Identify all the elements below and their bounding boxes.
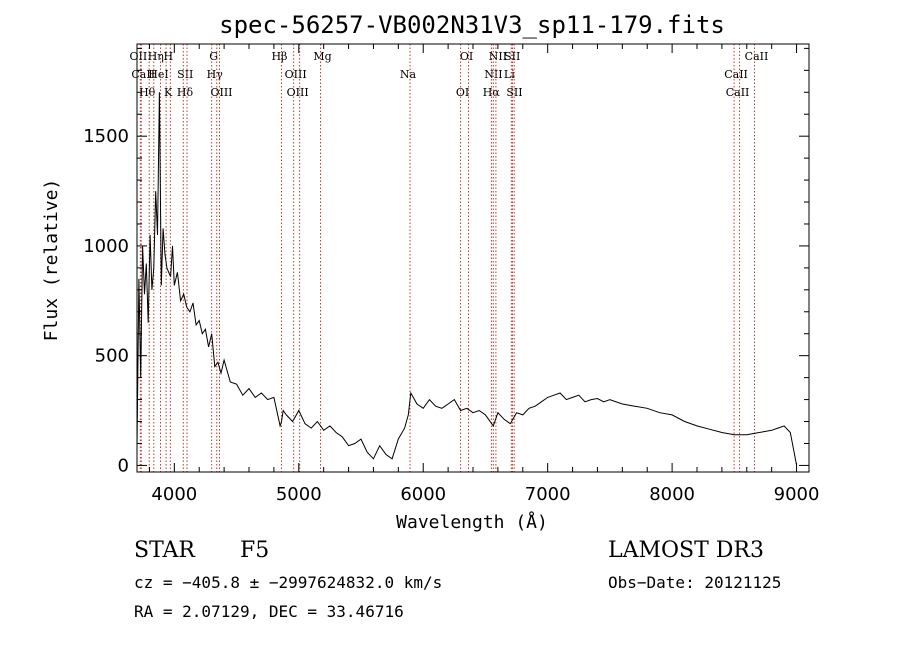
spectral-line-label: CaII [724, 68, 748, 81]
x-tick-label: 5000 [276, 484, 322, 505]
spectral-line-label: NII [489, 50, 507, 63]
y-tick-label: 0 [118, 455, 129, 476]
spectral-line-label: H [164, 50, 174, 63]
flux-line [136, 92, 798, 466]
spectral-line-label: CaII [745, 50, 769, 63]
spectral-line-label: OIII [210, 86, 232, 99]
y-tick-label: 500 [95, 346, 129, 367]
x-tick-label: 7000 [525, 484, 571, 505]
spectral-line-label: Na [400, 68, 417, 81]
spectral-line-label: Hδ [177, 86, 194, 99]
y-tick-label: 1500 [83, 126, 129, 147]
x-tick-label: 4000 [151, 484, 197, 505]
redshift-readout: cz = −405.8 ± −2997624832.0 km/s [134, 573, 443, 592]
x-tick-label: 8000 [649, 484, 695, 505]
spectral-line-label: G [209, 50, 218, 63]
observation-date: Obs−Date: 20121125 [608, 573, 782, 592]
y-axis: 0 500 1000 1500 [83, 47, 809, 476]
spectral-line-label: Li [504, 68, 515, 81]
spectral-line-label: OI [456, 86, 469, 99]
y-tick-label: 1000 [83, 236, 129, 257]
spectral-line-label: OIII [285, 68, 307, 81]
spectral-line-label: NII [484, 68, 502, 81]
spectral-line-label: Hγ [207, 68, 224, 81]
spectral-line-label: CaII [726, 86, 750, 99]
spectral-line-label: SII [506, 86, 522, 99]
coordinates-readout: RA = 2.07129, DEC = 33.46716 [134, 602, 404, 621]
spectral-line-label: OIII [287, 86, 309, 99]
spectral-line-label: Hα [483, 86, 501, 99]
object-class: STAR [134, 538, 195, 563]
spectral-subclass: F5 [240, 538, 270, 563]
spectrum-series [136, 92, 798, 466]
spectral-line-label: SII [504, 50, 520, 63]
survey-name: LAMOST DR3 [608, 538, 764, 563]
x-tick-label: 6000 [400, 484, 446, 505]
spectral-line-label: OII [130, 50, 148, 63]
x-axis-label: Wavelength (Å) [396, 511, 548, 533]
spectral-line-label: Mg [313, 50, 331, 63]
spectral-line-label: K [164, 86, 173, 99]
spectral-line-label: SII [177, 68, 193, 81]
spectral-line-label: HeI [148, 68, 168, 81]
chart-title: spec-56257-VB002N31V3_sp11-179.fits [219, 11, 725, 39]
y-axis-label: Flux (relative) [41, 179, 62, 342]
spectral-line-label: Hβ [272, 50, 288, 63]
x-axis: 4000 5000 6000 7000 8000 9000 [148, 44, 820, 505]
x-tick-label: 9000 [774, 484, 820, 505]
spectral-line-label: OI [460, 50, 473, 63]
spectral-line-label: Hθ [139, 86, 156, 99]
spectral-line-label: Hη [148, 50, 164, 63]
